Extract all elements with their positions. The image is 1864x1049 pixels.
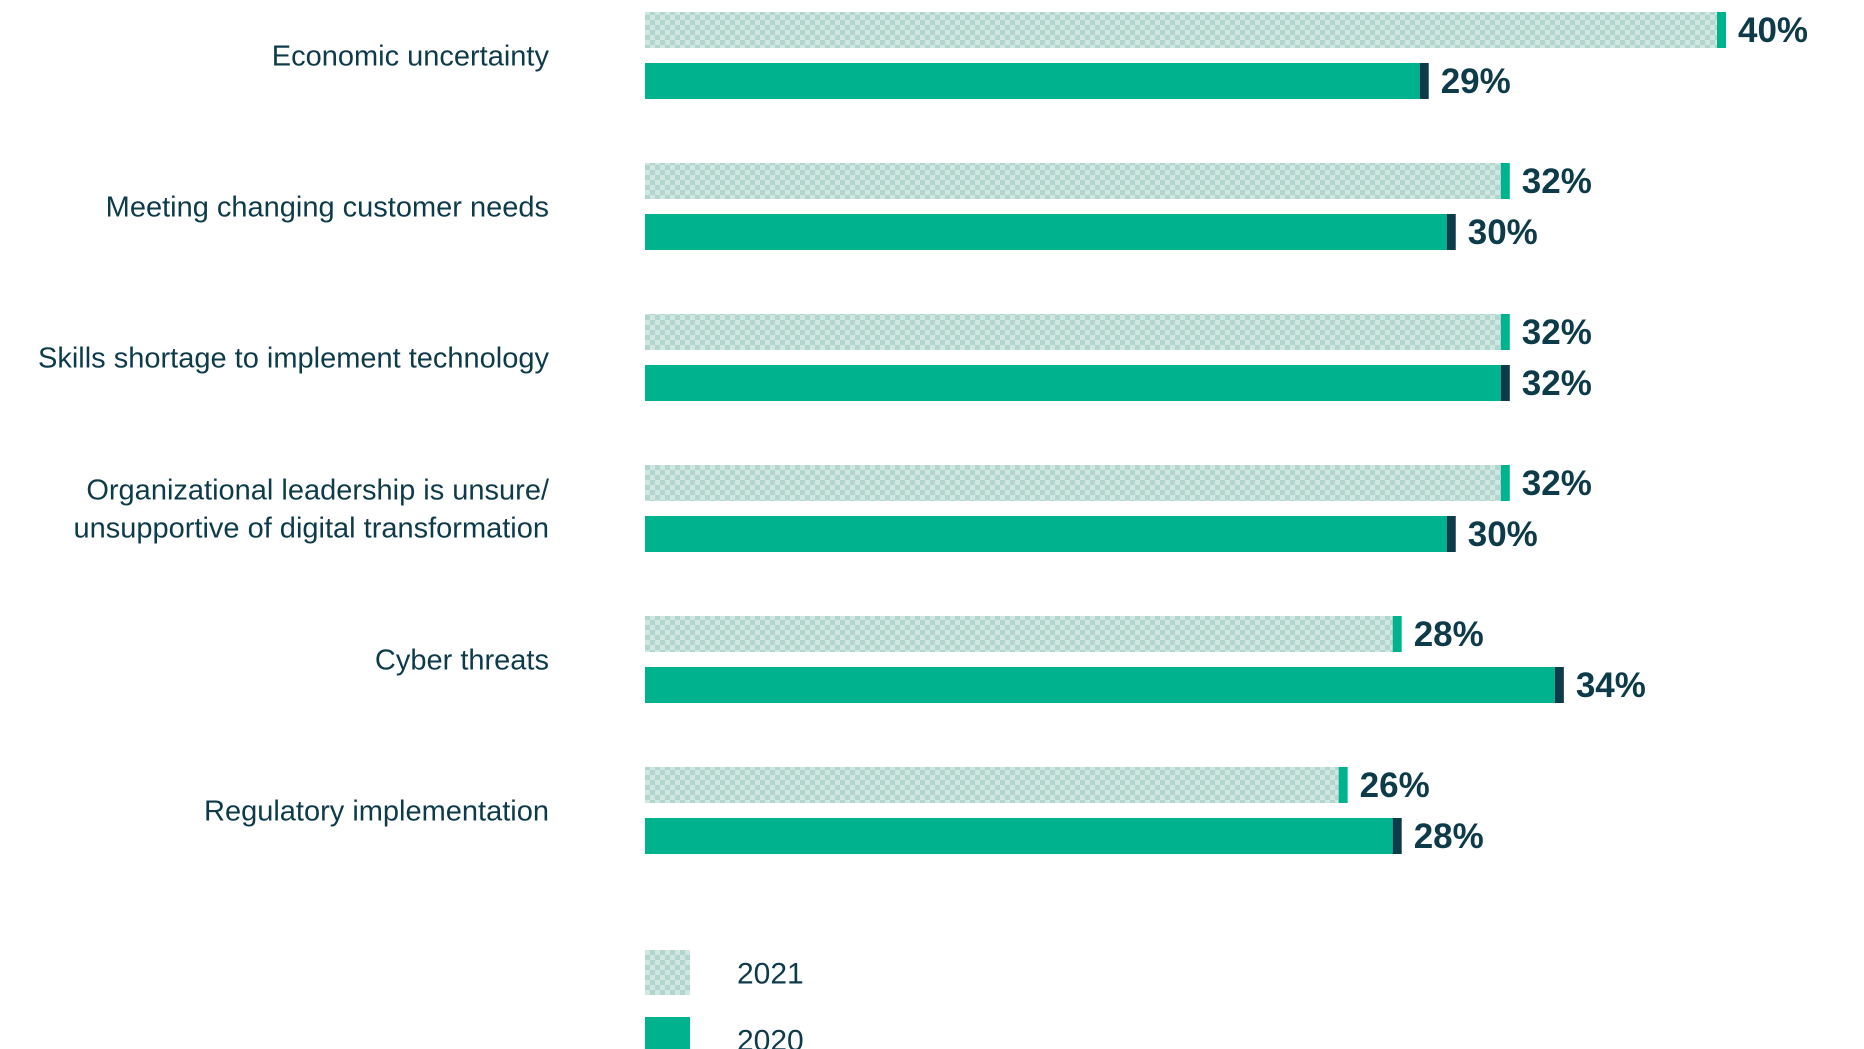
category-label: Organizational leadership is unsure/unsu… (73, 475, 549, 545)
bar-2020 (645, 365, 1501, 401)
legend: 2021 2020 (645, 950, 804, 1049)
bar-cap-2021 (1338, 767, 1348, 803)
bars-layer: Economic uncertainty 40% 29% Meeting changi… (38, 11, 1808, 856)
bar-2021 (645, 163, 1501, 199)
bar-cap-2021 (1392, 616, 1402, 652)
bar-2020 (645, 63, 1420, 99)
bar-2021 (645, 12, 1717, 48)
bar-2021 (645, 767, 1339, 803)
value-label: 30% (1468, 213, 1538, 252)
bar-cap-2021 (1717, 12, 1726, 48)
value-label: 32% (1522, 364, 1592, 403)
value-label: 28% (1414, 817, 1484, 856)
bar-2020 (645, 214, 1447, 250)
legend-label-2021: 2021 (737, 958, 804, 991)
value-label: 32% (1522, 313, 1592, 352)
bar-cap-2020 (1446, 214, 1456, 250)
bar-cap-2020 (1554, 667, 1564, 703)
bar-2021 (645, 314, 1501, 350)
value-label: 28% (1414, 615, 1484, 654)
legend-label-2020: 2020 (737, 1025, 804, 1049)
bar-cap-2020 (1500, 365, 1510, 401)
category-label: Economic uncertainty (272, 41, 550, 73)
bar-cap-2021 (1500, 314, 1510, 350)
category-label: Meeting changing customer needs (106, 192, 549, 224)
bar-2020 (645, 667, 1555, 703)
value-label: 34% (1576, 666, 1646, 705)
bar-2021 (645, 616, 1393, 652)
bar-cap-2021 (1500, 163, 1510, 199)
bar-2020 (645, 516, 1447, 552)
bar-cap-2020 (1419, 63, 1429, 99)
value-label: 29% (1441, 62, 1511, 101)
category-label: Regulatory implementation (204, 796, 549, 828)
bar-cap-2020 (1446, 516, 1456, 552)
bar-2021 (645, 465, 1501, 501)
legend-swatch-2020 (645, 1017, 690, 1049)
value-label: 30% (1468, 515, 1538, 554)
value-label: 26% (1360, 766, 1430, 805)
category-label: Skills shortage to implement technology (38, 343, 549, 375)
legend-swatch-2021 (645, 950, 690, 995)
bar-cap-2021 (1500, 465, 1510, 501)
value-label: 32% (1522, 464, 1592, 503)
value-label: 32% (1522, 162, 1592, 201)
category-label: Cyber threats (375, 645, 549, 677)
value-label: 40% (1738, 11, 1808, 50)
bar-cap-2020 (1392, 818, 1402, 854)
bar-2020 (645, 818, 1393, 854)
